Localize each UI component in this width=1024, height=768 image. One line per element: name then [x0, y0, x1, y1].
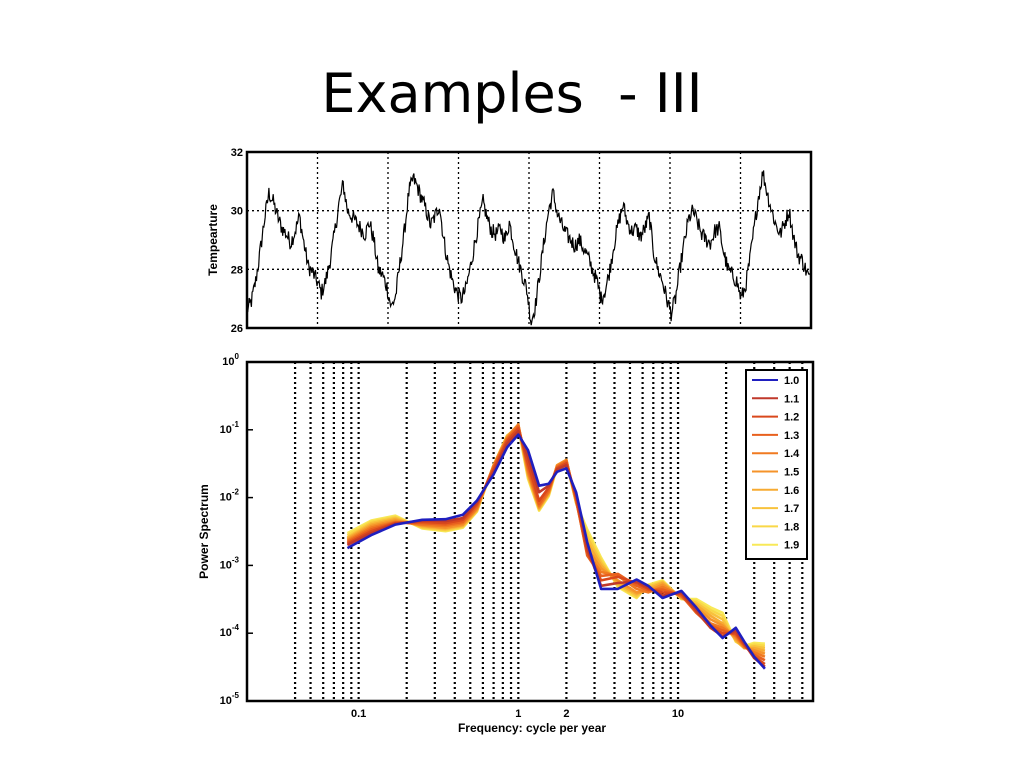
temp-y-axis-label: Tempearture	[206, 204, 220, 276]
spectrum-series-1.2	[346, 427, 766, 666]
spectrum-x-tick-label: 10	[672, 708, 684, 720]
slide-title: Examples - III	[321, 62, 703, 125]
legend-label-1.9: 1.9	[784, 540, 799, 552]
temp-axes-frame	[245, 150, 813, 330]
spectrum-y-tick-label: 10-1	[220, 420, 240, 436]
legend-label-1.2: 1.2	[784, 412, 799, 424]
spectrum-series-1.4	[346, 423, 766, 658]
legend-label-1.7: 1.7	[784, 503, 799, 515]
legend-label-1.1: 1.1	[784, 393, 799, 405]
temp-y-tick-label: 28	[231, 264, 243, 276]
spectrum-series-1.3	[346, 425, 766, 662]
legend-label-1.6: 1.6	[784, 485, 799, 497]
temp-y-tick-label: 26	[231, 323, 243, 335]
legend-label-1.8: 1.8	[784, 521, 799, 533]
temperature-series-line	[246, 170, 812, 326]
legend-label-1.3: 1.3	[784, 430, 799, 442]
spectrum-y-tick-label: 100	[222, 352, 239, 368]
legend-label-1.0: 1.0	[784, 375, 799, 387]
spectrum-y-tick-label: 10-5	[220, 691, 240, 707]
spectrum-x-axis-label: Frequency: cycle per year	[458, 721, 606, 735]
spectrum-legend-box	[745, 369, 808, 560]
spectrum-x-tick-label: 2	[563, 708, 569, 720]
spectrum-series-1.0	[346, 433, 766, 670]
spectrum-x-tick-label: 1	[515, 708, 521, 720]
spectrum-x-tick-label: 0.1	[351, 708, 366, 720]
spectrum-axes-frame	[245, 360, 815, 703]
temp-y-tick-label: 32	[231, 147, 243, 159]
spectrum-y-axis-label: Power Spectrum	[197, 484, 211, 579]
legend-label-1.4: 1.4	[784, 448, 800, 460]
spectrum-y-tick-label: 10-2	[220, 488, 240, 504]
temp-y-tick-label: 30	[231, 206, 243, 218]
legend-label-1.5: 1.5	[784, 467, 799, 479]
spectrum-y-tick-label: 10-3	[220, 555, 240, 571]
spectrum-y-tick-label: 10-4	[220, 623, 240, 639]
